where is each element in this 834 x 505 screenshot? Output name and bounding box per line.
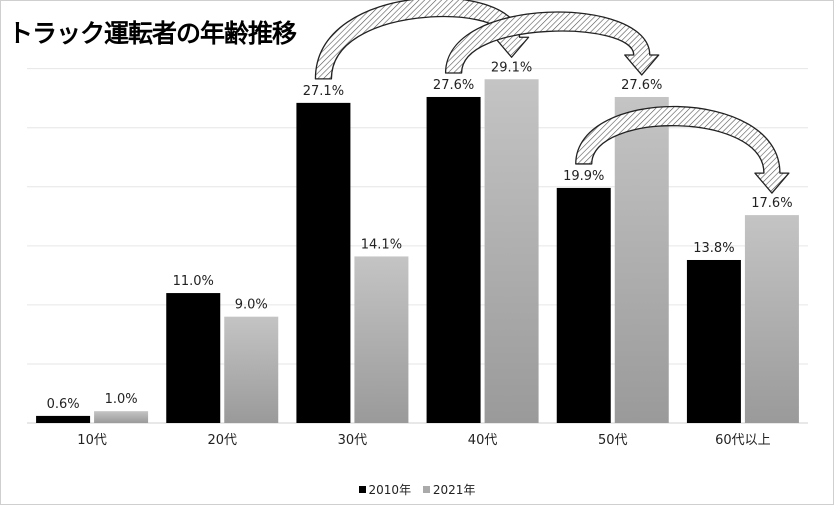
legend-label-2021: 2021年 [432,483,476,497]
bar-2010年-40代 [426,96,481,423]
bar-2010年-10代 [36,415,91,423]
bar-2010年-60代以上 [686,259,741,423]
category-label: 20代 [207,433,237,448]
bar-2021年-50代 [614,96,669,423]
legend: 2010年 2021年 [0,481,834,498]
bar-2021年-30代 [354,256,409,423]
category-label: 10代 [77,433,107,448]
bar-2010年-20代 [166,293,221,423]
data-label: 11.0% [173,274,214,289]
shift-arrow-30代 [314,0,530,80]
category-label: 50代 [598,433,628,448]
bar-2021年-20代 [224,316,279,423]
legend-item-2010: 2010年 [358,481,412,498]
data-label: 0.6% [47,397,80,412]
data-label: 1.0% [105,392,138,407]
legend-swatch-2010 [358,486,366,493]
chart-title: トラック運転者の年齢推移 [8,19,297,48]
category-label: 60代以上 [715,433,771,448]
bar-2021年-60代以上 [744,215,799,423]
bar-2021年-40代 [484,79,539,423]
category-label: 30代 [338,433,368,448]
shift-arrow-40代 [444,11,660,76]
data-label: 27.1% [303,84,344,99]
bar-2021年-10代 [94,411,149,423]
data-label: 27.6% [621,78,662,93]
bar-2010年-50代 [556,187,611,423]
legend-item-2021: 2021年 [422,481,476,498]
category-label: 40代 [468,433,498,448]
legend-label-2010: 2010年 [368,483,412,497]
shift-arrow-50代 [575,105,790,194]
data-label: 14.1% [361,237,402,252]
data-label: 19.9% [563,169,604,184]
data-label: 29.1% [491,60,532,75]
data-label: 27.6% [433,78,474,93]
legend-swatch-2021 [422,486,430,493]
data-label: 17.6% [751,196,792,211]
bar-2010年-30代 [296,102,351,423]
data-label: 9.0% [235,298,268,313]
data-label: 13.8% [693,241,734,256]
